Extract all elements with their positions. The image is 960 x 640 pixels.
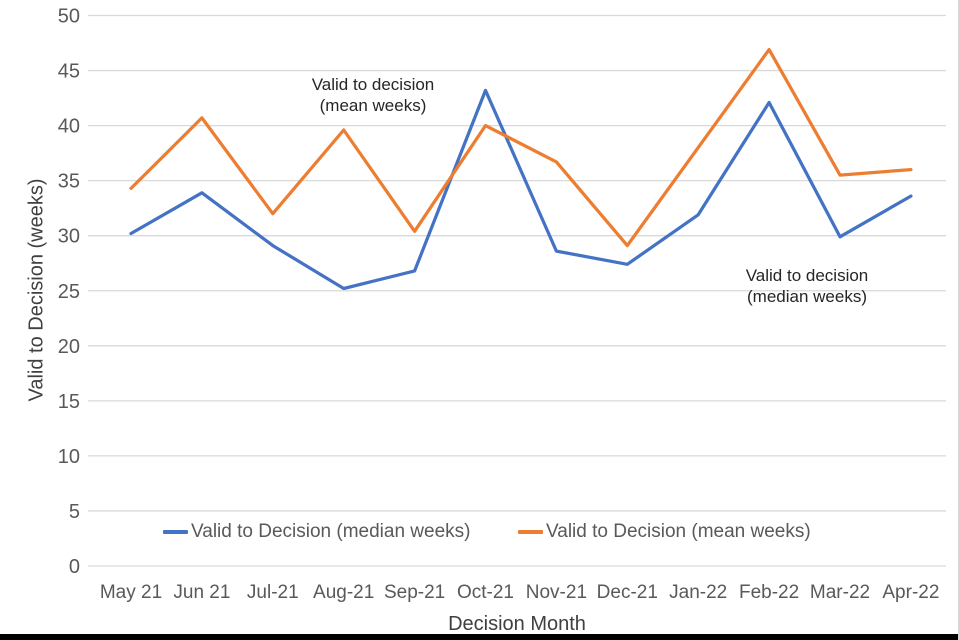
y-tick-label: 20 [58, 336, 80, 358]
series-line-median [129, 88, 913, 291]
legend-label-median: Valid to Decision (median weeks) [191, 521, 471, 542]
x-tick-label: Oct-21 [457, 582, 514, 603]
x-tick-label: May 21 [100, 582, 162, 603]
annotation-mean-line1: Valid to decision [311, 75, 435, 94]
y-tick-label: 45 [58, 61, 80, 83]
x-tick-label: Jul-21 [247, 582, 299, 603]
x-tick-label: Sep-21 [384, 582, 445, 603]
series-line-mean [129, 47, 913, 248]
x-tick-label: Apr-22 [882, 582, 939, 603]
annotation-mean-line2: (mean weeks) [319, 96, 427, 115]
annotation-mean-series: Valid to decision (mean weeks) [312, 74, 435, 116]
y-tick-label: 40 [58, 116, 80, 138]
y-tick-label: 30 [58, 226, 80, 248]
annotation-median-line1: Valid to decision [745, 266, 869, 285]
x-tick-label: Feb-22 [739, 582, 799, 603]
y-axis-title: Valid to Decision (weeks) [25, 178, 48, 402]
bottom-border [0, 634, 958, 640]
legend-line-swatch-median [163, 530, 188, 534]
annotation-median-series: Valid to decision (median weeks) [746, 265, 869, 307]
legend-item-mean: Valid to Decision (mean weeks) [518, 521, 811, 542]
y-tick-label: 35 [58, 171, 80, 193]
x-axis-title: Decision Month [448, 613, 586, 635]
x-tick-label: Jun 21 [173, 582, 230, 603]
y-tick-label: 50 [58, 6, 80, 28]
x-tick-label: Dec-21 [597, 582, 658, 603]
x-tick-label: Nov-21 [526, 582, 587, 603]
x-tick-label: Jan-22 [669, 582, 727, 603]
legend-item-median: Valid to Decision (median weeks) [163, 521, 471, 542]
y-tick-label: 0 [69, 556, 80, 578]
x-tick-label: Aug-21 [313, 582, 374, 603]
y-tick-label: 5 [69, 501, 80, 523]
y-tick-label: 25 [58, 281, 80, 303]
legend-line-swatch-mean [518, 530, 543, 534]
annotation-median-line2: (median weeks) [746, 287, 867, 306]
legend-label-mean: Valid to Decision (mean weeks) [546, 521, 811, 542]
x-tick-label: Mar-22 [810, 582, 870, 603]
y-tick-label: 10 [58, 446, 80, 468]
y-tick-label: 15 [58, 391, 80, 413]
